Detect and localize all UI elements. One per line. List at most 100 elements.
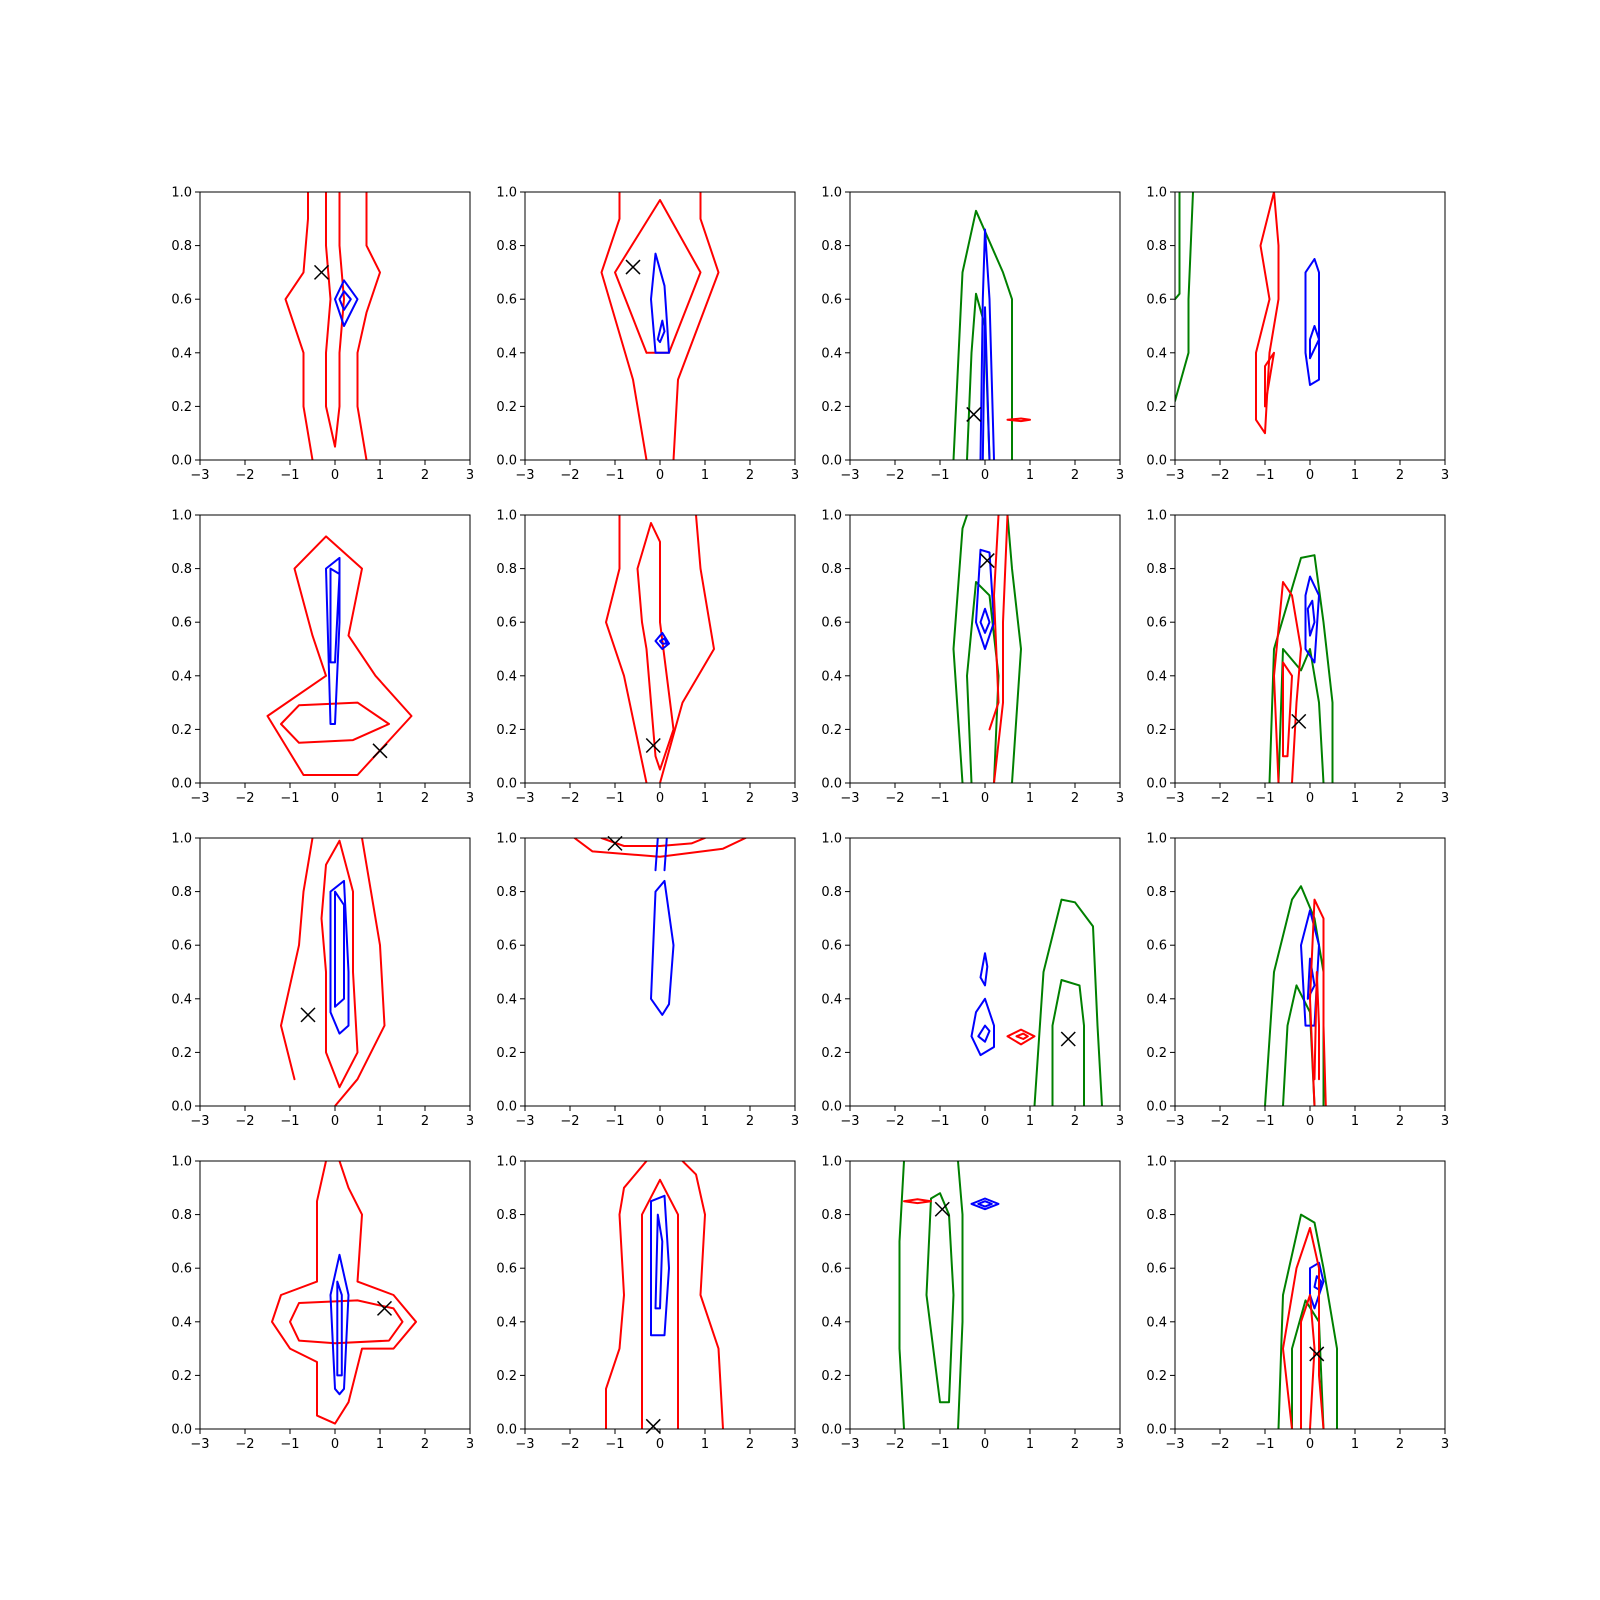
y-tick-label: 0.4 — [171, 346, 192, 361]
x-tick-label: −1 — [1255, 468, 1274, 483]
x-tick-label: −2 — [885, 1437, 904, 1452]
contour-line-blue — [656, 319, 666, 344]
contour-line-red — [573, 838, 747, 858]
x-marker — [607, 835, 623, 851]
contour-line-green — [925, 1192, 955, 1404]
x-tick-label: −2 — [235, 1114, 254, 1129]
y-tick-label: 0.0 — [496, 1423, 517, 1438]
y-tick-label: 0.8 — [821, 885, 842, 900]
x-tick-label: 1 — [1351, 1437, 1359, 1452]
x-tick-label: 3 — [791, 791, 799, 806]
y-tick-label: 1.0 — [496, 186, 517, 201]
y-tick-label: 0.4 — [496, 669, 517, 684]
contour-line-red — [1282, 661, 1293, 758]
x-tick-label: 0 — [1306, 1114, 1314, 1129]
contour-line-blue — [1309, 325, 1320, 360]
contour-line-red — [1273, 581, 1302, 783]
contour-line-green — [957, 1161, 964, 1429]
contour-line-blue — [1300, 909, 1320, 1027]
x-tick-label: 3 — [1116, 1114, 1124, 1129]
x-tick-label: 1 — [376, 468, 384, 483]
contour-group — [952, 515, 1022, 783]
x-tick-label: −2 — [885, 468, 904, 483]
y-tick-label: 1.0 — [821, 1155, 842, 1170]
contour-line-red — [659, 515, 715, 783]
contour-line-green — [1051, 979, 1085, 1106]
x-marker — [372, 743, 388, 759]
x-tick-label: −3 — [840, 1437, 859, 1452]
contour-line-blue — [1306, 599, 1316, 637]
x-tick-label: 1 — [376, 1114, 384, 1129]
x-tick-label: 0 — [981, 468, 989, 483]
contour-line-blue — [659, 637, 668, 645]
x-tick-label: −2 — [560, 1437, 579, 1452]
x-marker — [645, 1418, 661, 1434]
contour-line-red — [993, 515, 1009, 783]
contour-line-green — [898, 1161, 905, 1429]
y-tick-label: 0.8 — [171, 239, 192, 254]
x-marker — [1309, 1346, 1325, 1362]
x-tick-label: 3 — [1441, 1437, 1449, 1452]
x-tick-label: 0 — [331, 1437, 339, 1452]
y-tick-label: 0.4 — [171, 992, 192, 1007]
y-tick-label: 0.0 — [821, 454, 842, 469]
x-tick-label: 2 — [421, 791, 429, 806]
x-marker — [625, 259, 641, 275]
x-tick-label: −3 — [515, 1114, 534, 1129]
x-marker-stroke — [934, 1201, 950, 1217]
x-tick-label: −1 — [930, 468, 949, 483]
x-tick-label: −3 — [840, 1114, 859, 1129]
y-tick-label: 0.4 — [1146, 669, 1167, 684]
x-tick-label: 0 — [331, 1114, 339, 1129]
x-tick-label: 1 — [701, 468, 709, 483]
contour-group — [280, 838, 386, 1106]
x-tick-label: −1 — [280, 791, 299, 806]
contour-line-red — [1006, 417, 1031, 423]
contour-line-blue — [979, 228, 995, 460]
contour-line-red — [356, 192, 381, 460]
x-tick-label: 2 — [421, 1114, 429, 1129]
x-tick-label: 2 — [1396, 1437, 1404, 1452]
x-tick-label: 3 — [1441, 468, 1449, 483]
y-tick-label: 0.6 — [171, 939, 192, 954]
y-tick-label: 0.8 — [821, 562, 842, 577]
contour-line-green — [1175, 192, 1181, 301]
contour-line-red — [614, 199, 702, 354]
y-tick-label: 0.2 — [171, 1369, 192, 1384]
x-marker — [313, 264, 330, 280]
x-tick-label: 2 — [1071, 791, 1079, 806]
x-marker — [934, 1201, 950, 1217]
contour-line-blue — [654, 631, 670, 650]
contour-line-green — [952, 209, 1013, 460]
x-tick-label: −2 — [560, 1114, 579, 1129]
y-tick-label: 0.8 — [821, 239, 842, 254]
contour-line-red — [605, 515, 648, 783]
y-tick-label: 0.4 — [821, 992, 842, 1007]
y-tick-label: 0.6 — [171, 1262, 192, 1277]
y-tick-label: 1.0 — [496, 509, 517, 524]
contour-line-red — [289, 1299, 404, 1345]
x-tick-label: 0 — [1306, 791, 1314, 806]
x-tick-label: 1 — [1026, 1437, 1034, 1452]
x-tick-label: −1 — [930, 1437, 949, 1452]
x-tick-label: 3 — [1116, 791, 1124, 806]
contour-line-blue — [336, 1280, 343, 1377]
y-tick-label: 0.4 — [1146, 992, 1167, 1007]
x-tick-label: 0 — [1306, 1437, 1314, 1452]
subplot-r3c4: −3 −2 −1 0 1 2 3 0.0 0.2 0.4 0.6 0.8 1.0 — [1146, 832, 1449, 1130]
contour-line-green — [1277, 1213, 1338, 1429]
x-tick-label: 0 — [1306, 468, 1314, 483]
y-tick-label: 0.8 — [1146, 885, 1167, 900]
contour-line-blue — [970, 997, 995, 1057]
y-tick-label: 0.6 — [821, 616, 842, 631]
contour-line-blue — [650, 252, 670, 354]
contour-group — [970, 898, 1103, 1106]
contour-line-green — [1277, 648, 1325, 783]
contour-line-blue — [650, 1194, 670, 1337]
contour-line-blue — [650, 879, 675, 1016]
contour-group — [1277, 1213, 1338, 1429]
contour-line-blue — [334, 279, 359, 327]
contour-group — [605, 515, 715, 783]
contour-line-blue — [977, 1024, 991, 1043]
x-tick-label: 0 — [331, 791, 339, 806]
